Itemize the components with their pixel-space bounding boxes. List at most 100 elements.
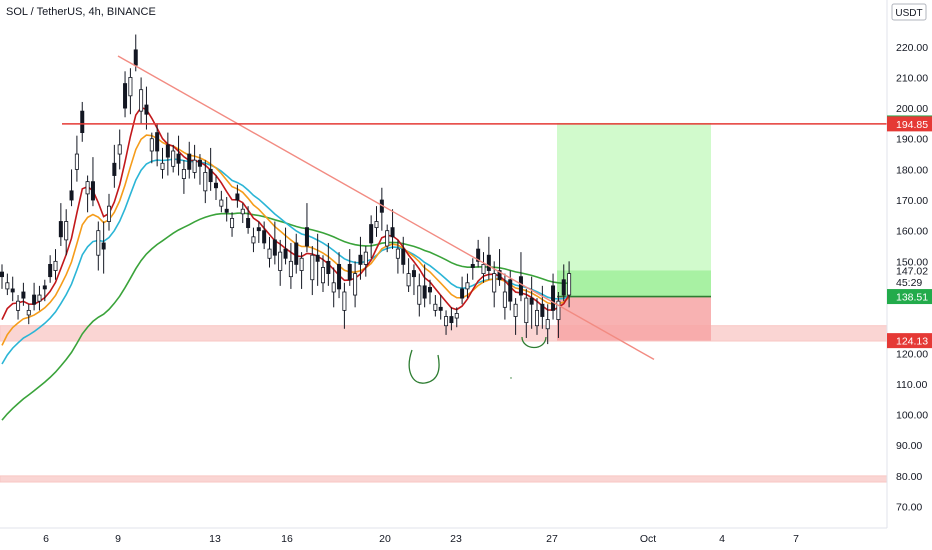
currency-label: USDT [895, 8, 922, 19]
price-label: 150.00 [896, 256, 928, 268]
candle [508, 279, 513, 302]
candle [0, 271, 4, 278]
candle [58, 221, 63, 238]
price-tick-label: 200.00 [896, 103, 928, 115]
candle [69, 190, 74, 201]
candle [476, 248, 481, 262]
price-tick-label: 170.00 [896, 195, 928, 207]
price-label: 147.02 [896, 265, 928, 277]
candle [246, 218, 251, 229]
price-tick-label: 80.00 [896, 471, 922, 483]
candle [369, 224, 374, 244]
candle [155, 132, 160, 152]
candle [315, 254, 320, 262]
chart-background-layer [0, 122, 888, 483]
candle [497, 270, 502, 281]
candle [358, 254, 363, 265]
time-tick-label: 4 [719, 533, 725, 545]
candle [85, 181, 90, 195]
candle [203, 172, 208, 192]
currency-box[interactable] [891, 3, 927, 21]
candle [117, 144, 122, 155]
candle [251, 236, 256, 244]
candle [80, 110, 85, 134]
candle [160, 162, 165, 170]
candle [438, 306, 443, 311]
candle [90, 181, 95, 201]
candle [32, 294, 37, 305]
candle [5, 282, 10, 290]
candle [518, 276, 523, 296]
candle [460, 288, 465, 299]
candle [540, 303, 545, 317]
candle [112, 162, 117, 176]
candle [567, 273, 572, 296]
candle [561, 279, 566, 296]
candle [513, 303, 518, 317]
candle [299, 257, 304, 271]
price-label: 45:29 [896, 277, 922, 289]
candle [176, 153, 181, 164]
candle [224, 208, 229, 213]
candle [337, 264, 342, 290]
price-tick-label: 70.00 [896, 502, 922, 514]
candle [390, 227, 395, 238]
long-position-stop-zone [557, 296, 711, 341]
time-tick-label: 7 [793, 533, 799, 545]
candle [208, 168, 213, 183]
candle [213, 182, 218, 189]
candle [465, 282, 470, 290]
price-tick-label: 190.00 [896, 134, 928, 146]
head-annotation-curve [408, 349, 440, 384]
price-badge-label: 124.13 [896, 336, 928, 348]
candle [326, 260, 331, 274]
candle [395, 248, 400, 259]
candle [96, 230, 101, 256]
candle [411, 270, 416, 278]
price-tick-label: 120.00 [896, 348, 928, 360]
candle [310, 254, 315, 281]
candle [492, 273, 497, 293]
candle [139, 89, 144, 112]
candle [449, 316, 454, 324]
candle [74, 153, 79, 170]
price-badge [887, 333, 932, 349]
candle [144, 104, 149, 115]
time-tick-label: 16 [281, 533, 293, 545]
candle [171, 150, 176, 167]
time-tick-label: Oct [640, 533, 656, 545]
price-badge [887, 289, 932, 305]
price-tick-label: 160.00 [896, 226, 928, 238]
price-badge-label: 138.51 [896, 292, 928, 304]
candle [502, 291, 507, 308]
candle [107, 205, 112, 222]
shoulder-annotation-curve [521, 336, 547, 349]
candle [133, 49, 138, 66]
candle [374, 221, 379, 229]
candle [454, 313, 459, 319]
candle [529, 297, 534, 305]
candle [283, 248, 288, 259]
candle [353, 273, 358, 296]
candle [524, 297, 529, 324]
candle [219, 199, 224, 207]
price-tick-label: 220.00 [896, 42, 928, 54]
candle [347, 264, 352, 281]
ema-21-line [1, 106, 570, 320]
candle [304, 227, 309, 247]
candle [128, 77, 133, 97]
candle [149, 138, 154, 152]
candle [294, 242, 299, 265]
candle [470, 264, 475, 268]
candle [342, 291, 347, 311]
annotation-layer [62, 55, 887, 384]
time-tick-label: 23 [450, 533, 462, 545]
support-zone-2 [0, 475, 888, 483]
price-badge [887, 116, 932, 132]
candles-layer [0, 34, 572, 345]
candle [486, 254, 491, 271]
candle [433, 303, 438, 311]
candle [197, 159, 202, 167]
